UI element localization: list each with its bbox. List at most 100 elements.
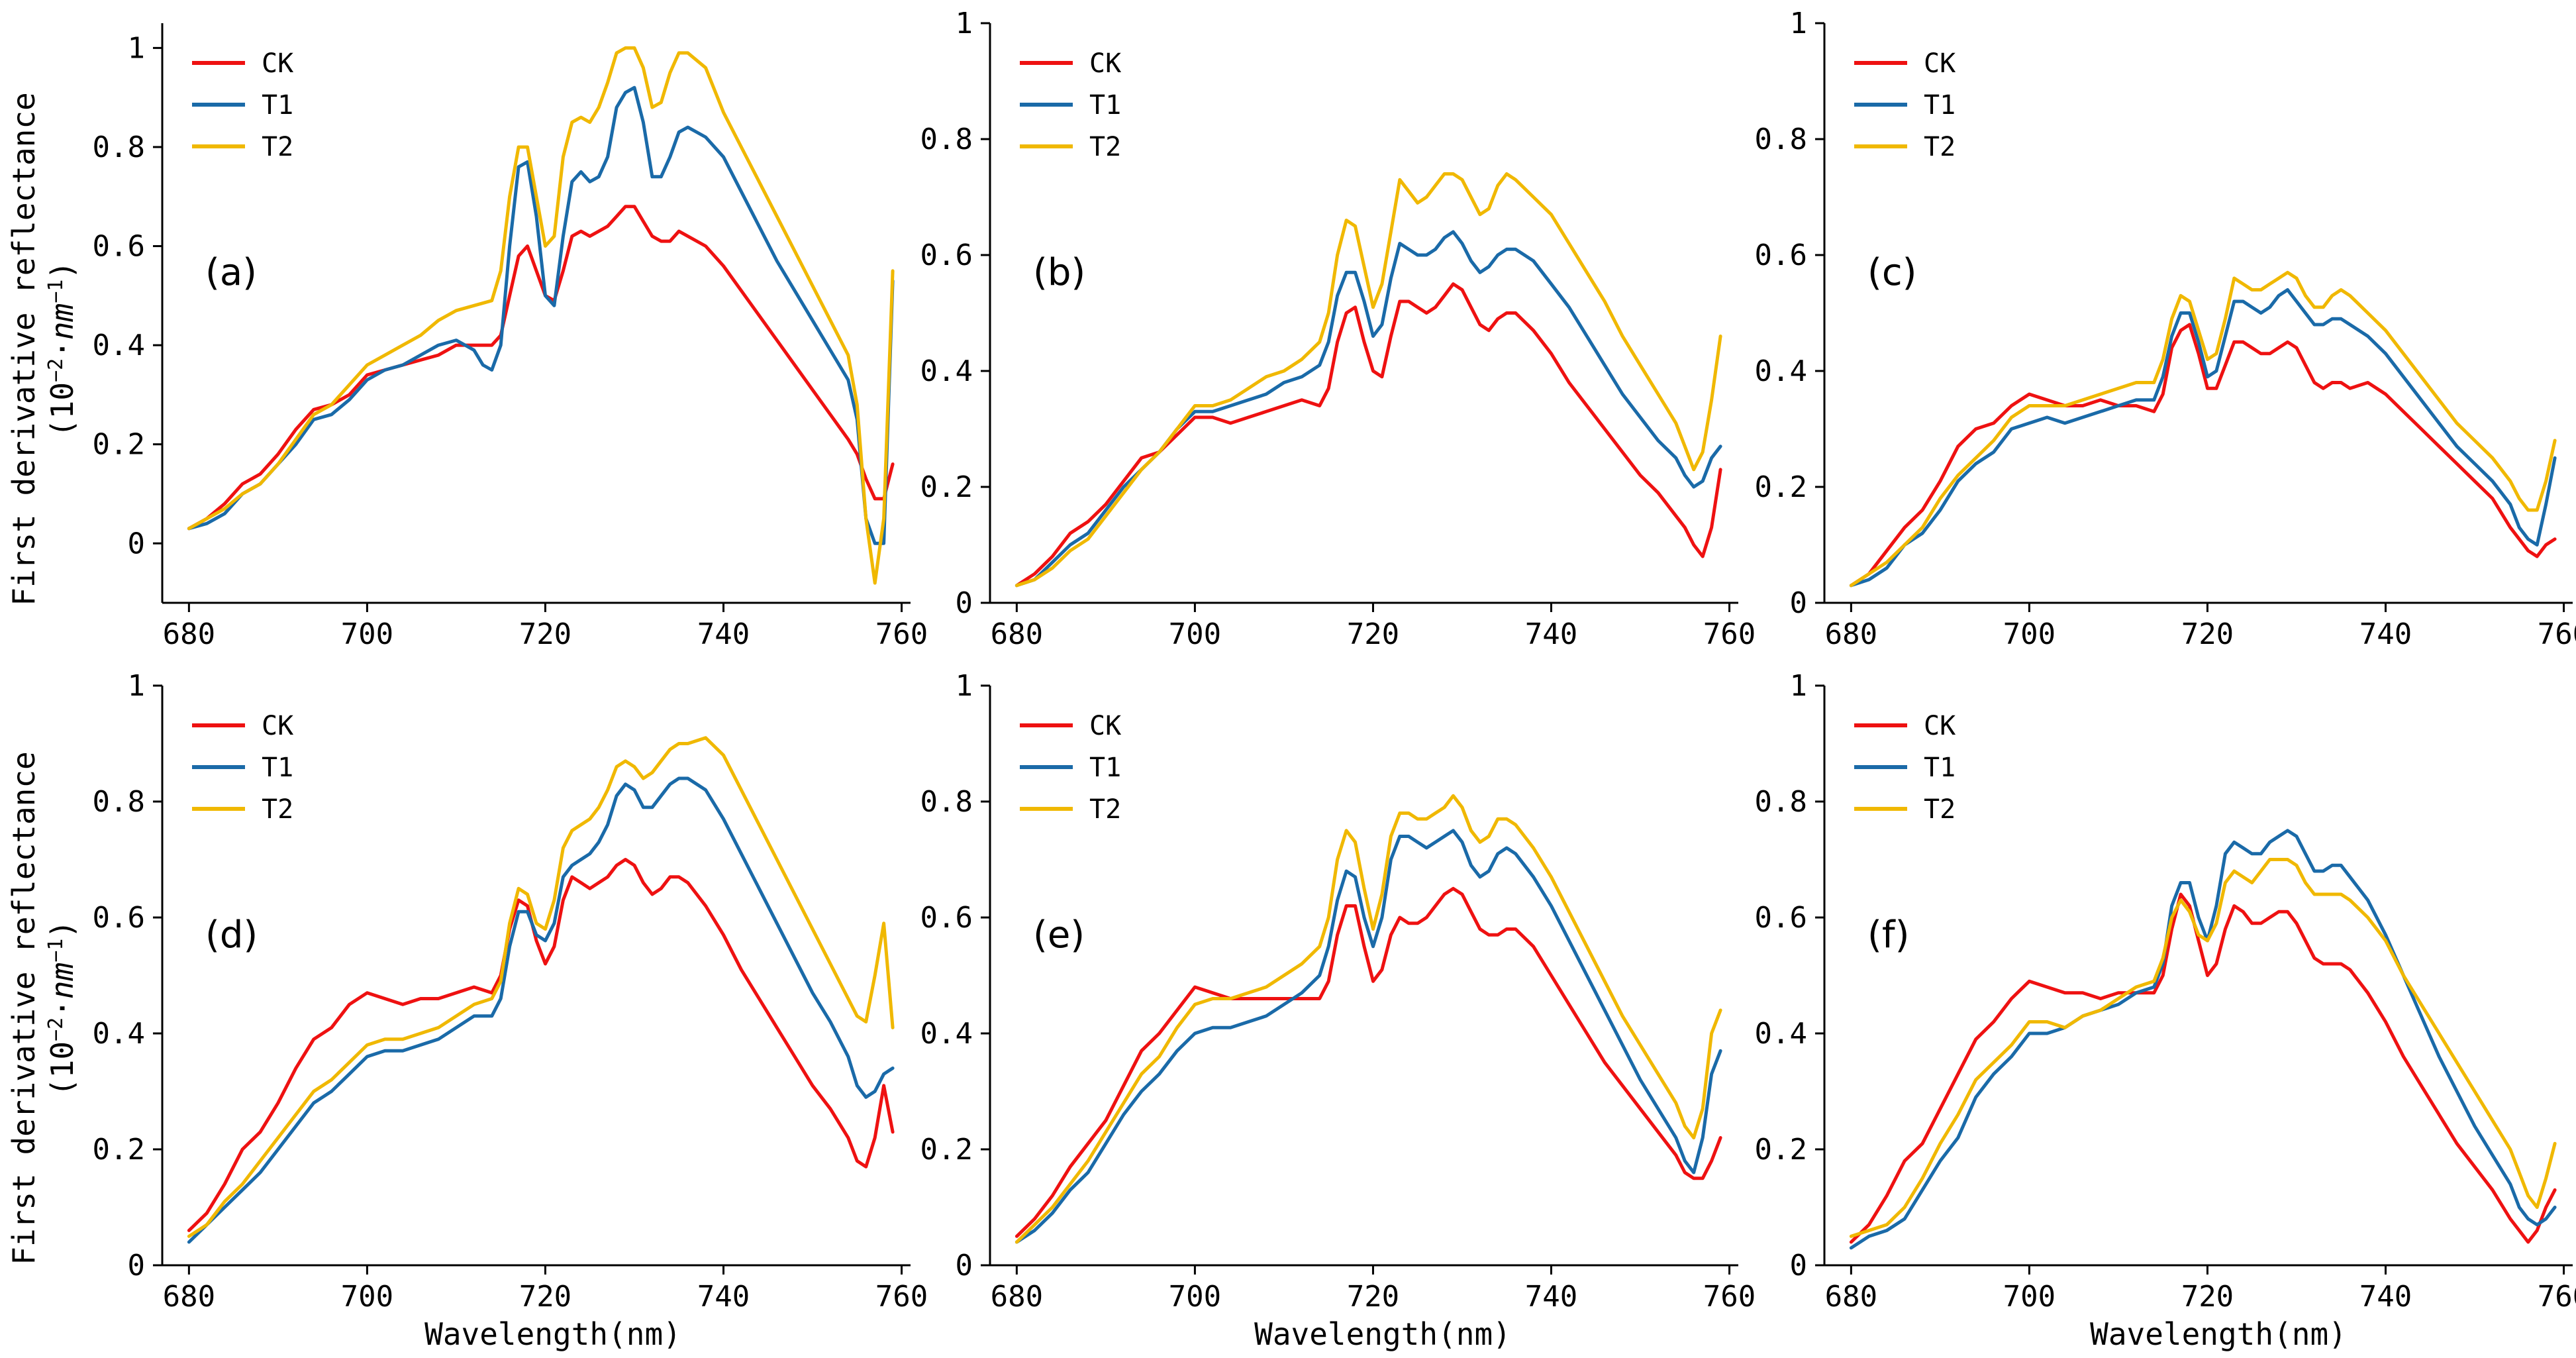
panel-c: 0 0.2 0.4 0.6 0.8 1 680 700 720 740 760 CK T1 T2 (c) (1755, 7, 2576, 651)
y-tick-label: 0.4 (93, 329, 145, 362)
x-tick-label: 760 (875, 617, 928, 651)
panel-label: (a) (205, 251, 257, 294)
legend-label-t1: T1 (262, 753, 293, 783)
x-tick-label: 700 (2003, 1280, 2056, 1314)
legend-label-t2: T2 (1089, 794, 1121, 825)
legend-label-t2: T2 (1924, 132, 1956, 162)
y-tick-label: 0.4 (1755, 354, 1807, 388)
y-tick-label: 0.2 (920, 470, 973, 504)
panel-f: 0 0.2 0.4 0.6 0.8 1 680 700 720 740 760 CK T1 T2 (f) (1755, 669, 2576, 1314)
series-line-t2 (1849, 858, 2557, 1238)
ylabel-bottom-line2: (10−2·nm−1) (44, 920, 80, 1096)
x-tick-label: 760 (1703, 617, 1756, 651)
y-tick-label: 0.4 (93, 1017, 145, 1051)
panel-label: (d) (205, 914, 258, 957)
x-tick-label: 740 (697, 1280, 750, 1314)
x-tick-label: 680 (1825, 1280, 1877, 1314)
x-tick-label: 740 (697, 617, 750, 651)
series-line-ck (1849, 892, 2557, 1244)
xlabel-e: Wavelength(nm) (1254, 1316, 1511, 1352)
ylabel-bottom-line1: First derivative reflectance (6, 751, 42, 1265)
y-tick-label: 1 (128, 669, 146, 703)
x-tick-label: 680 (991, 1280, 1043, 1314)
x-tick-label: 760 (875, 1280, 928, 1314)
x-tick-label: 760 (2538, 1280, 2576, 1314)
y-tick-label: 0.6 (920, 238, 973, 272)
x-tick-label: 700 (2003, 617, 2056, 651)
series-line-t1 (1015, 829, 1722, 1244)
x-tick-label: 760 (1703, 1280, 1756, 1314)
y-tick-label: 0.2 (93, 1133, 145, 1167)
y-tick-label: 0 (128, 1249, 146, 1282)
y-tick-label: 0.4 (1755, 1017, 1807, 1051)
panel-b: 0 0.2 0.4 0.6 0.8 1 680 700 720 740 760 CK T1 T2 (b) (920, 7, 1756, 651)
y-tick-label: 0.6 (93, 901, 145, 935)
x-tick-label: 720 (2181, 617, 2234, 651)
panel-e: 0 0.2 0.4 0.6 0.8 1 680 700 720 740 760 CK T1 T2 (e) (920, 669, 1756, 1314)
y-tick-label: 0 (956, 586, 973, 620)
ylabel-top-line1: First derivative reflectance (6, 92, 42, 605)
y-tick-label: 0.6 (1755, 238, 1807, 272)
legend-label-t2: T2 (262, 132, 293, 162)
series-line-t2 (1015, 172, 1722, 588)
panel-label: (e) (1033, 914, 1085, 957)
y-tick-label: 0.6 (1755, 901, 1807, 935)
y-tick-label: 1 (956, 7, 973, 40)
series-line-ck (187, 858, 895, 1232)
legend-label-ck: CK (262, 711, 293, 741)
series-line-t2 (1015, 794, 1722, 1244)
x-tick-label: 740 (1525, 617, 1577, 651)
x-tick-label: 680 (1825, 617, 1877, 651)
y-tick-label: 1 (956, 669, 973, 703)
series-line-t1 (1849, 829, 2557, 1250)
legend-label-t1: T1 (1089, 90, 1121, 121)
xlabel-f: Wavelength(nm) (2090, 1316, 2347, 1352)
legend-label-ck: CK (1924, 711, 1956, 741)
y-tick-label: 1 (1790, 7, 1808, 40)
x-tick-label: 720 (1347, 1280, 1399, 1314)
series-line-t2 (1849, 270, 2557, 588)
y-tick-label: 0.6 (920, 901, 973, 935)
y-tick-label: 0.8 (920, 785, 973, 819)
y-tick-label: 0.8 (920, 123, 973, 156)
y-tick-label: 0.2 (920, 1133, 973, 1167)
panel-a: 0 0.2 0.4 0.6 0.8 1 680 700 720 740 760 CK T1 T2 (a) (93, 23, 928, 651)
legend-label-t2: T2 (1924, 794, 1956, 825)
x-tick-label: 760 (2538, 617, 2576, 651)
legend-label-ck: CK (262, 48, 293, 79)
y-tick-label: 0.8 (93, 785, 145, 819)
series-line-ck (1849, 323, 2557, 588)
x-tick-label: 720 (2181, 1280, 2234, 1314)
legend-label-t1: T1 (262, 90, 293, 121)
x-tick-label: 680 (163, 617, 215, 651)
x-tick-label: 720 (519, 1280, 571, 1314)
series-line-ck (1015, 282, 1722, 588)
series-line-t1 (187, 85, 895, 545)
x-tick-label: 700 (341, 1280, 393, 1314)
y-tick-label: 1 (1790, 669, 1808, 703)
y-tick-label: 0.8 (1755, 123, 1807, 156)
y-tick-label: 0 (1790, 586, 1808, 620)
legend-label-t2: T2 (262, 794, 293, 825)
series-line-t1 (1849, 288, 2557, 588)
y-tick-label: 0 (128, 527, 146, 560)
legend-label-ck: CK (1089, 48, 1121, 79)
legend-label-t1: T1 (1924, 90, 1956, 121)
series-line-t2 (187, 736, 895, 1238)
y-tick-label: 1 (128, 31, 146, 65)
legend-label-t1: T1 (1089, 753, 1121, 783)
x-tick-label: 740 (1525, 1280, 1577, 1314)
series-line-t1 (187, 776, 895, 1244)
ylabel-top-line2: (10−2·nm−1) (44, 261, 80, 437)
legend-label-t2: T2 (1089, 132, 1121, 162)
y-tick-label: 0.6 (93, 230, 145, 264)
x-tick-label: 700 (1169, 1280, 1221, 1314)
x-tick-label: 680 (991, 617, 1043, 651)
series-line-ck (187, 205, 895, 531)
y-tick-label: 0.2 (93, 428, 145, 462)
y-tick-label: 0.8 (93, 131, 145, 164)
panel-label: (c) (1867, 251, 1916, 294)
y-tick-label: 0 (956, 1249, 973, 1282)
x-tick-label: 740 (2359, 617, 2412, 651)
y-tick-label: 0.4 (920, 354, 973, 388)
